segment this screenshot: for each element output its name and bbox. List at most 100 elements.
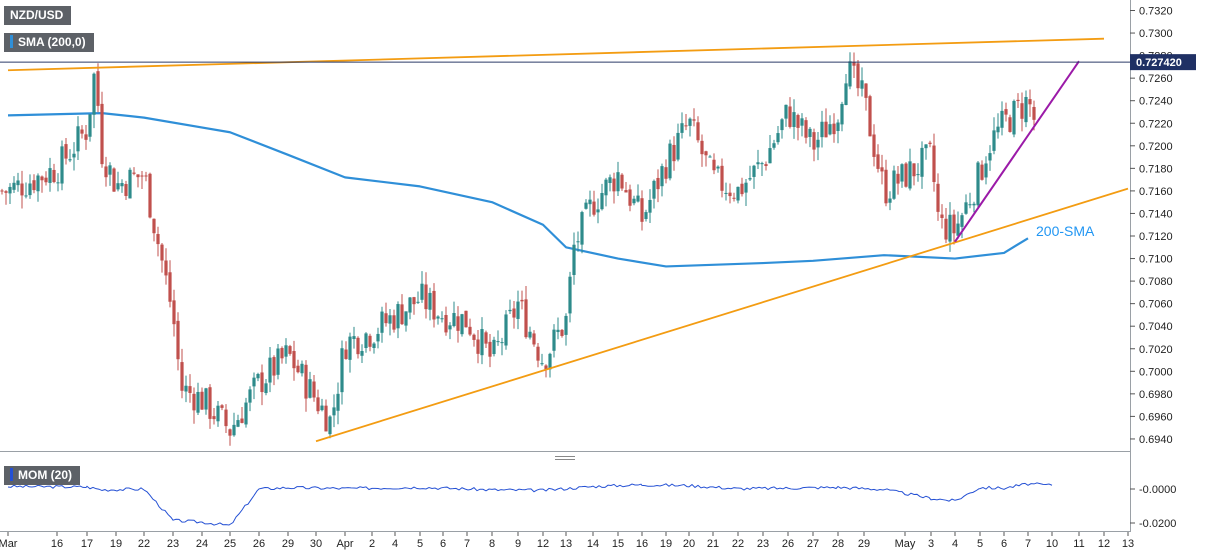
- candle: [228, 428, 232, 446]
- candle-body: [748, 178, 752, 180]
- candle: [280, 346, 284, 364]
- candle-body: [192, 393, 196, 411]
- candle: [676, 123, 680, 162]
- candle: [632, 195, 636, 206]
- candle-body: [980, 164, 984, 180]
- candle-body: [444, 315, 448, 333]
- candle: [316, 389, 320, 415]
- candle: [640, 190, 644, 231]
- candle: [600, 183, 604, 211]
- candle-body: [316, 397, 320, 412]
- candle-body: [520, 299, 524, 302]
- candle-body: [824, 121, 828, 138]
- momentum-indicator-text: MOM (20): [18, 468, 72, 482]
- candle-body: [328, 416, 332, 435]
- candle: [984, 156, 988, 185]
- candle-body: [724, 192, 728, 194]
- candle-body: [196, 391, 200, 413]
- sma-indicator-text: SMA (200,0): [18, 35, 86, 49]
- candle: [1012, 99, 1016, 138]
- candle: [344, 341, 348, 360]
- candle-body: [320, 405, 324, 411]
- candle-body: [564, 315, 568, 335]
- date-tick-label: 26: [782, 538, 794, 550]
- date-tick-label: 25: [224, 538, 236, 550]
- candle: [672, 136, 676, 171]
- candle-body: [784, 104, 788, 119]
- date-tick-label: 27: [807, 538, 819, 550]
- candle-body: [848, 61, 852, 87]
- date-tick-label: 11: [1073, 538, 1084, 550]
- candle: [572, 232, 576, 285]
- candle-body: [828, 124, 832, 135]
- date-tick-label: 23: [167, 538, 179, 550]
- candle-body: [588, 199, 592, 205]
- candle: [148, 172, 152, 219]
- candle-body: [876, 154, 880, 169]
- momentum-color-swatch: [10, 468, 13, 482]
- date-tick-label: May: [895, 538, 916, 550]
- panel-resize-handle[interactable]: [554, 455, 576, 461]
- candle: [204, 387, 208, 415]
- candle: [792, 99, 796, 139]
- date-tick-label: 10: [1046, 538, 1058, 550]
- price-tick-label: 0.7160: [1139, 186, 1173, 198]
- candle: [564, 313, 568, 346]
- candle-body: [52, 169, 56, 183]
- candle: [92, 72, 96, 129]
- candle-body: [912, 163, 916, 177]
- candle: [244, 397, 248, 428]
- candle-body: [908, 161, 912, 189]
- candle-body: [80, 129, 84, 134]
- candle: [80, 125, 84, 139]
- candle: [384, 302, 388, 327]
- candle: [1028, 89, 1032, 117]
- candle-body: [352, 336, 356, 340]
- candle: [724, 182, 728, 201]
- candle-body: [280, 348, 284, 359]
- price-tick-label: 0.7080: [1139, 276, 1173, 288]
- candle: [292, 340, 296, 381]
- candle-body: [288, 346, 292, 354]
- candle-body: [400, 304, 404, 325]
- candle: [100, 91, 104, 168]
- candle-body: [360, 351, 364, 356]
- candle: [156, 226, 160, 257]
- candle-body: [392, 315, 396, 330]
- momentum-indicator-label[interactable]: MOM (20): [4, 466, 80, 485]
- trendline-ascending-support: [315, 187, 1129, 443]
- candle-body: [16, 180, 20, 186]
- candle-body: [232, 424, 236, 436]
- candle: [760, 161, 764, 176]
- candle: [28, 174, 32, 199]
- candle: [212, 408, 216, 425]
- candle-body: [952, 214, 956, 234]
- date-tick-label: 3: [928, 538, 934, 550]
- price-tick-label: 0.7300: [1139, 28, 1173, 40]
- candle-body: [188, 386, 192, 393]
- candle-body: [204, 388, 208, 410]
- date-tick-label: 12: [537, 538, 549, 550]
- date-tick-label: 22: [732, 538, 744, 550]
- candle: [128, 167, 132, 199]
- candle: [252, 372, 256, 400]
- date-tick-label: 29: [858, 538, 870, 550]
- candle-body: [92, 73, 96, 115]
- candle-body: [672, 144, 676, 162]
- candle: [976, 161, 980, 208]
- momentum-tick-label: -0.0000: [1139, 484, 1176, 496]
- candle: [936, 173, 940, 221]
- candle: [652, 179, 656, 209]
- sma-indicator-label[interactable]: SMA (200,0): [4, 33, 94, 52]
- candle-body: [752, 165, 756, 177]
- candle: [264, 379, 268, 396]
- symbol-label[interactable]: NZD/USD: [4, 6, 72, 25]
- candle-body: [160, 244, 164, 261]
- candle: [532, 330, 536, 347]
- candle: [756, 149, 760, 169]
- candle: [560, 329, 564, 338]
- trendline-layer: [7, 37, 1129, 443]
- candle: [764, 161, 768, 171]
- price-tick-label: 0.7040: [1139, 321, 1173, 333]
- candle-body: [768, 148, 772, 164]
